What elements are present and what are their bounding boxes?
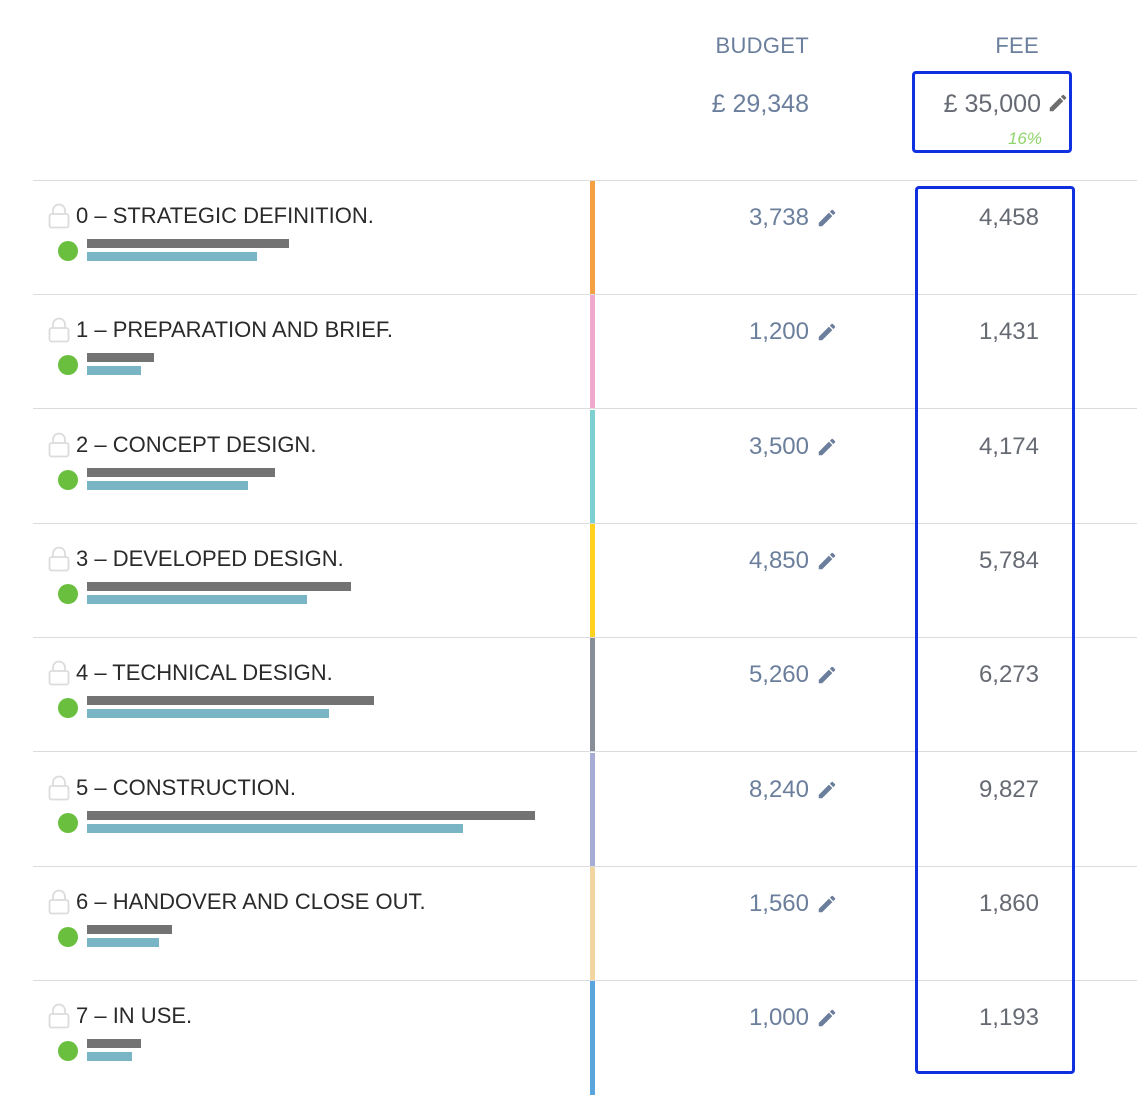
row-divider bbox=[33, 979, 1137, 981]
status-dot bbox=[58, 926, 78, 947]
pencil-icon[interactable] bbox=[1047, 92, 1069, 114]
stage-row[interactable]: 0 – STRATEGIC DEFINITION. 3,738 4,458 bbox=[33, 181, 1137, 295]
status-dot bbox=[58, 355, 78, 376]
stage-color-strip bbox=[590, 866, 595, 981]
pencil-icon[interactable] bbox=[816, 321, 838, 343]
stage-fee-value: 1,431 bbox=[978, 318, 1039, 346]
budget-progress-bar bbox=[87, 594, 307, 604]
stage-budget-value[interactable]: 1,000 bbox=[748, 1004, 809, 1032]
table-top-divider bbox=[33, 180, 1137, 181]
budget-progress-bar bbox=[87, 480, 248, 490]
stage-row[interactable]: 4 – TECHNICAL DESIGN. 5,260 6,273 bbox=[33, 638, 1137, 753]
stage-budget-value[interactable]: 3,738 bbox=[748, 204, 809, 231]
budget-progress-bar bbox=[87, 937, 159, 947]
budget-progress-bar bbox=[87, 366, 141, 376]
pencil-icon[interactable] bbox=[816, 550, 838, 572]
fee-column-highlight bbox=[915, 186, 1075, 1074]
row-divider bbox=[33, 865, 1137, 867]
stage-fee-value: 1,193 bbox=[978, 1004, 1039, 1032]
stage-name[interactable]: 5 – CONSTRUCTION. bbox=[76, 774, 297, 800]
stage-color-strip bbox=[590, 523, 595, 638]
stage-color-strip bbox=[590, 295, 595, 410]
stage-color-strip bbox=[590, 409, 595, 524]
row-divider bbox=[33, 751, 1137, 753]
fee-total-highlight bbox=[912, 71, 1072, 153]
row-divider bbox=[33, 408, 1137, 410]
lock-icon[interactable] bbox=[48, 660, 70, 686]
stage-budget-value[interactable]: 4,850 bbox=[748, 546, 809, 574]
stage-row[interactable]: 1 – PREPARATION AND BRIEF. 1,200 1,431 bbox=[33, 295, 1137, 410]
pencil-icon[interactable] bbox=[816, 893, 838, 915]
status-dot bbox=[58, 583, 78, 604]
stage-color-strip bbox=[590, 981, 595, 1096]
lock-icon[interactable] bbox=[48, 546, 70, 572]
stage-budget-value[interactable]: 3,500 bbox=[748, 432, 809, 460]
stage-row[interactable]: 3 – DEVELOPED DESIGN. 4,850 5,784 bbox=[33, 523, 1137, 638]
stage-color-strip bbox=[590, 638, 595, 753]
stage-row[interactable]: 5 – CONSTRUCTION. 8,240 9,827 bbox=[33, 752, 1137, 867]
stage-fee-value: 4,174 bbox=[978, 432, 1039, 460]
fee-header-label: FEE bbox=[995, 33, 1039, 58]
fee-progress-bar bbox=[87, 353, 154, 363]
stage-budget-value[interactable]: 8,240 bbox=[748, 775, 809, 803]
stage-color-strip bbox=[590, 181, 595, 295]
stage-name[interactable]: 2 – CONCEPT DESIGN. bbox=[76, 431, 317, 457]
row-divider bbox=[33, 294, 1137, 295]
fee-progress-bar bbox=[87, 581, 351, 591]
row-divider bbox=[33, 636, 1137, 638]
pencil-icon[interactable] bbox=[816, 779, 838, 801]
status-dot bbox=[58, 698, 78, 719]
stage-budget-value[interactable]: 5,260 bbox=[748, 661, 809, 689]
lock-icon[interactable] bbox=[48, 1003, 70, 1029]
fee-progress-bar bbox=[87, 696, 374, 706]
row-divider bbox=[33, 522, 1137, 524]
pencil-icon[interactable] bbox=[816, 664, 838, 686]
budget-progress-bar bbox=[87, 252, 257, 261]
status-dot bbox=[58, 1041, 78, 1062]
status-dot bbox=[58, 469, 78, 490]
stage-row[interactable]: 7 – IN USE. 1,000 1,193 bbox=[33, 981, 1137, 1096]
budget-header-label: BUDGET bbox=[715, 33, 809, 58]
stage-color-strip bbox=[590, 752, 595, 867]
fee-total[interactable]: £ 35,000 bbox=[943, 90, 1041, 118]
lock-icon[interactable] bbox=[48, 203, 70, 229]
lock-icon[interactable] bbox=[48, 317, 70, 343]
stage-name[interactable]: 1 – PREPARATION AND BRIEF. bbox=[76, 317, 394, 343]
stage-name[interactable]: 7 – IN USE. bbox=[76, 1003, 193, 1029]
lock-icon[interactable] bbox=[48, 889, 70, 915]
stage-name[interactable]: 3 – DEVELOPED DESIGN. bbox=[76, 545, 344, 571]
fee-progress-bar bbox=[87, 239, 289, 248]
stage-fee-value: 1,860 bbox=[978, 889, 1039, 917]
stage-fee-value: 6,273 bbox=[978, 661, 1039, 689]
pencil-icon[interactable] bbox=[816, 207, 838, 229]
stage-name[interactable]: 4 – TECHNICAL DESIGN. bbox=[76, 660, 333, 686]
fee-percent: 16% bbox=[1007, 129, 1042, 148]
stage-fee-value: 5,784 bbox=[978, 546, 1039, 574]
budget-progress-bar bbox=[87, 1052, 132, 1062]
stage-name[interactable]: 0 – STRATEGIC DEFINITION. bbox=[76, 203, 374, 228]
budget-progress-bar bbox=[87, 823, 463, 833]
fee-progress-bar bbox=[87, 810, 535, 820]
stage-row[interactable]: 6 – HANDOVER AND CLOSE OUT. 1,560 1,860 bbox=[33, 866, 1137, 981]
status-dot bbox=[58, 241, 78, 261]
pencil-icon[interactable] bbox=[816, 1007, 838, 1029]
stage-budget-value[interactable]: 1,200 bbox=[748, 318, 809, 346]
fee-progress-bar bbox=[87, 467, 275, 477]
pencil-icon[interactable] bbox=[816, 436, 838, 458]
stage-name[interactable]: 6 – HANDOVER AND CLOSE OUT. bbox=[76, 888, 426, 914]
status-dot bbox=[58, 812, 78, 833]
budget-progress-bar bbox=[87, 709, 329, 719]
stage-fee-value: 9,827 bbox=[978, 775, 1039, 803]
fee-progress-bar bbox=[87, 924, 172, 934]
lock-icon[interactable] bbox=[48, 775, 70, 801]
stage-row[interactable]: 2 – CONCEPT DESIGN. 3,500 4,174 bbox=[33, 409, 1137, 524]
stage-fee-value: 4,458 bbox=[978, 204, 1039, 231]
lock-icon[interactable] bbox=[48, 432, 70, 458]
fee-progress-bar bbox=[87, 1039, 141, 1049]
stage-budget-value[interactable]: 1,560 bbox=[748, 889, 809, 917]
budget-total: £ 29,348 bbox=[711, 90, 809, 118]
